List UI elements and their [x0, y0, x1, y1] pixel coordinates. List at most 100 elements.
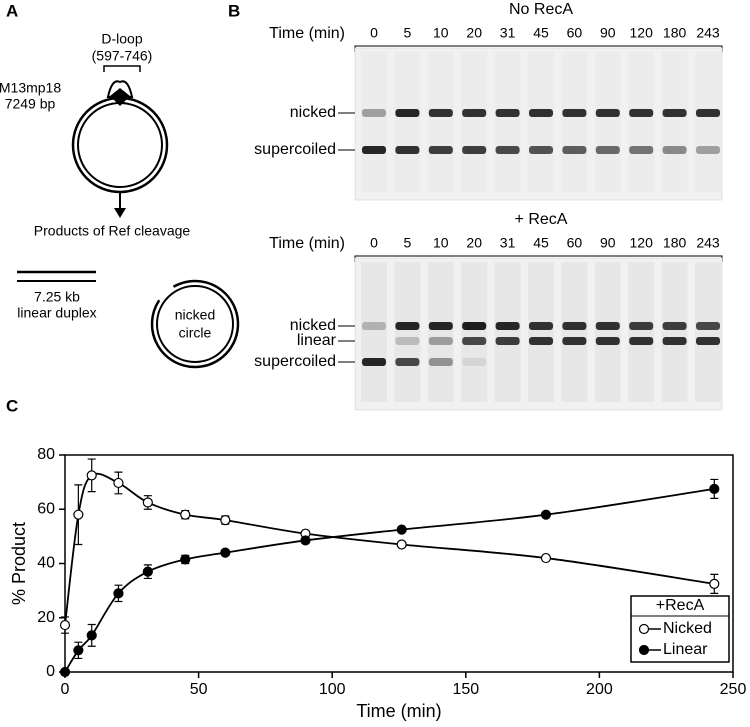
y-tick-label: 80 — [37, 446, 55, 463]
gel-band — [529, 146, 553, 154]
gel-band — [362, 109, 386, 117]
data-point — [300, 535, 311, 546]
gel-band — [362, 146, 386, 154]
gel-band — [662, 109, 687, 117]
data-point — [709, 483, 720, 495]
lane-smear — [361, 262, 387, 402]
gel-band — [595, 322, 620, 330]
gel-band — [462, 109, 487, 117]
lane-smear — [394, 52, 420, 192]
lane-smear — [428, 52, 454, 192]
gel-band — [428, 322, 453, 330]
data-point — [142, 566, 153, 577]
lane-smear — [561, 262, 588, 402]
gel-band — [395, 358, 420, 366]
band-label: nicked — [290, 317, 336, 334]
gel-band — [562, 322, 587, 330]
dloop-range: (597-746) — [92, 48, 153, 64]
gel-band — [428, 337, 453, 345]
data-point — [396, 524, 407, 535]
time-label: Time (min) — [269, 25, 345, 42]
legend-marker — [638, 623, 650, 635]
panel-letter: B — [228, 1, 240, 20]
lane-smear — [595, 52, 621, 192]
gel-band — [595, 337, 620, 345]
gel-band — [428, 146, 453, 154]
data-point — [113, 588, 124, 599]
lane-time: 60 — [567, 25, 583, 41]
time-label: Time (min) — [269, 235, 345, 252]
lane-smear — [495, 52, 521, 192]
gel-band — [462, 322, 487, 330]
lane-smear — [461, 262, 488, 402]
panel-a: A D-loop (597-746) M13mp18 7249 bp Produ… — [0, 1, 240, 369]
panel-letter: A — [6, 1, 18, 20]
lane-time: 10 — [433, 235, 449, 251]
gel-band — [529, 337, 553, 345]
data-point — [59, 666, 71, 678]
gel-band — [495, 322, 520, 330]
gel-band — [629, 109, 654, 117]
gel-band — [462, 146, 487, 154]
data-point — [709, 578, 720, 589]
lane-time: 0 — [370, 235, 378, 251]
lane-time: 180 — [663, 235, 687, 251]
lane-time: 243 — [696, 25, 720, 41]
lane-time: 120 — [630, 25, 654, 41]
data-point — [86, 630, 97, 641]
data-point — [180, 554, 191, 565]
gel-band — [662, 322, 687, 330]
dloop-label: D-loop — [101, 31, 142, 47]
band-label: linear — [297, 332, 337, 349]
lane-time: 31 — [500, 25, 516, 41]
data-point — [73, 509, 84, 520]
gel-band — [395, 109, 420, 117]
lane-time: 243 — [696, 235, 720, 251]
linear-size: 7.25 kb — [34, 289, 80, 305]
legend-label: Nicked — [663, 620, 712, 637]
gel-band — [696, 146, 720, 154]
gel-band — [462, 337, 487, 345]
data-point — [220, 514, 231, 526]
lane-smear — [695, 52, 721, 192]
data-point — [86, 470, 97, 481]
plasmid-outer — [71, 96, 169, 194]
lane-time: 10 — [433, 25, 449, 41]
lane-smear — [394, 262, 421, 402]
panel-b: No RecA Time (min) 0 5 10 20 31 45 60 90 120 180 243… — [254, 1, 723, 411]
data-point — [396, 539, 407, 550]
gel-band — [462, 358, 487, 366]
gel-band — [595, 146, 620, 154]
plasmid-size: 7249 bp — [5, 96, 56, 112]
nicked-inner — [156, 285, 234, 363]
gel-band — [662, 146, 687, 154]
x-tick-label: 100 — [319, 681, 346, 698]
lane-time: 45 — [533, 25, 549, 41]
data-point — [540, 552, 552, 564]
lane-smear — [494, 262, 521, 402]
band-label: supercoiled — [254, 141, 336, 158]
data-point — [113, 477, 124, 489]
series-line — [64, 488, 715, 673]
lane-time: 90 — [600, 25, 616, 41]
lane-time: 20 — [466, 25, 482, 41]
lane-time: 5 — [404, 25, 412, 41]
x-tick-label: 50 — [190, 681, 208, 698]
gel-band — [362, 322, 386, 330]
gel-title: + RecA — [515, 211, 568, 228]
lane-smear — [461, 52, 487, 192]
lane-time: 60 — [567, 235, 583, 251]
legend-label: Linear — [663, 641, 708, 658]
gel-band — [529, 322, 553, 330]
data-point — [142, 497, 153, 508]
data-point — [180, 509, 191, 520]
lane-smear — [528, 52, 554, 192]
x-tick-label: 250 — [720, 681, 747, 698]
gel-band — [495, 337, 520, 345]
gel-band — [629, 322, 654, 330]
lane-time: 120 — [630, 235, 654, 251]
gel-band — [696, 109, 720, 117]
lane-smear — [628, 52, 654, 192]
lane-time: 5 — [404, 235, 412, 251]
